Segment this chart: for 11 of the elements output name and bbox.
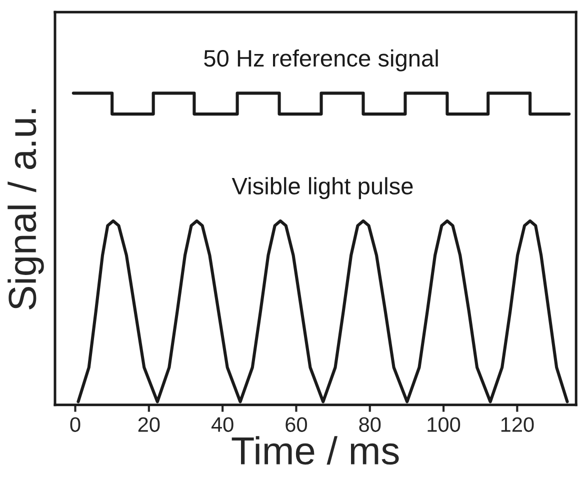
x-axis-title: Time / ms <box>232 436 399 465</box>
x-tick-label: 20 <box>138 417 160 432</box>
x-tick-label: 0 <box>70 417 80 432</box>
series-label: Visible light pulse <box>232 177 413 200</box>
series-label: 50 Hz reference signal <box>204 49 438 72</box>
x-tick-label: 60 <box>286 417 307 432</box>
x-tick-label: 100 <box>428 417 460 432</box>
x-tick-label: 80 <box>359 417 381 432</box>
y-axis-title: Signal / a.u. <box>8 109 44 310</box>
x-tick-label: 120 <box>501 417 534 432</box>
x-tick-label: 40 <box>211 417 234 432</box>
